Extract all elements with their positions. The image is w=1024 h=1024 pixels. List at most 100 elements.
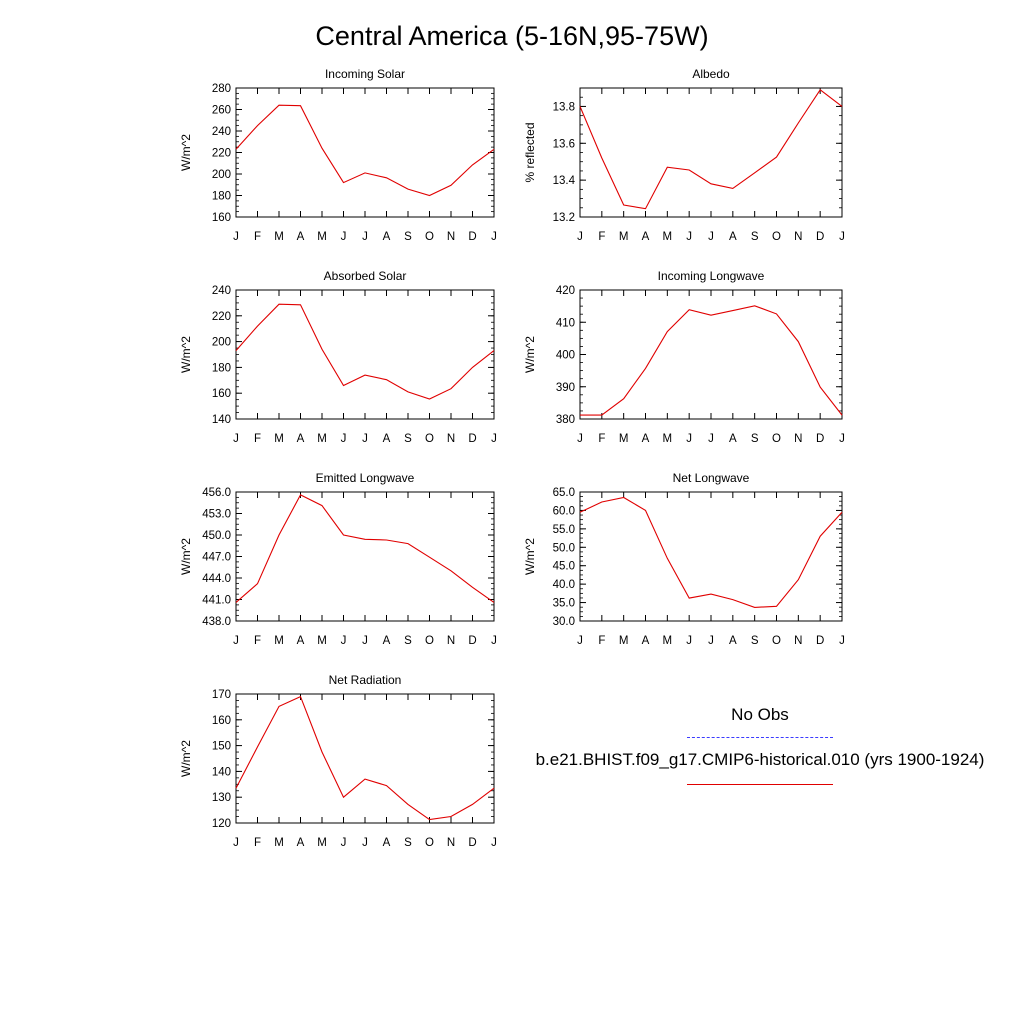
y-tick-label: 55.0 xyxy=(553,524,575,536)
panel-title: Net Longwave xyxy=(673,471,750,485)
x-tick-label: M xyxy=(663,433,673,445)
x-tick-label: S xyxy=(751,635,759,647)
panel-title: Incoming Longwave xyxy=(658,269,765,283)
x-tick-label: D xyxy=(468,837,476,849)
y-tick-label: 140 xyxy=(212,766,231,778)
x-tick-label: J xyxy=(362,433,368,445)
x-tick-label: M xyxy=(274,837,284,849)
x-tick-label: J xyxy=(491,231,497,243)
y-tick-label: 200 xyxy=(212,169,231,181)
x-tick-label: J xyxy=(686,635,692,647)
x-tick-label: N xyxy=(447,231,455,243)
x-tick-label: A xyxy=(297,635,305,647)
x-tick-label: O xyxy=(772,635,781,647)
x-tick-label: A xyxy=(642,231,650,243)
y-tick-label: 160 xyxy=(212,715,231,727)
y-tick-label: 240 xyxy=(212,126,231,138)
y-tick-label: 45.0 xyxy=(553,561,575,573)
x-tick-label: J xyxy=(341,635,347,647)
plot-frame xyxy=(579,491,843,622)
x-tick-label: A xyxy=(642,433,650,445)
legend-model-label: b.e21.BHIST.f09_g17.CMIP6-historical.010… xyxy=(535,750,985,769)
x-tick-label: O xyxy=(425,433,434,445)
x-tick-label: J xyxy=(708,433,714,445)
x-tick-label: M xyxy=(274,635,284,647)
x-tick-label: S xyxy=(751,231,759,243)
x-tick-label: O xyxy=(772,433,781,445)
plot-frame xyxy=(579,87,843,218)
x-tick-label: M xyxy=(317,231,327,243)
x-tick-label: J xyxy=(708,635,714,647)
x-tick-label: J xyxy=(341,433,347,445)
x-tick-label: J xyxy=(839,433,845,445)
x-tick-label: A xyxy=(383,837,391,849)
y-tick-label: 444.0 xyxy=(202,573,231,585)
x-tick-label: J xyxy=(233,837,239,849)
panel-title: Incoming Solar xyxy=(325,67,405,81)
x-tick-label: J xyxy=(686,433,692,445)
x-tick-label: J xyxy=(686,231,692,243)
x-tick-label: F xyxy=(254,635,261,647)
x-tick-label: J xyxy=(708,231,714,243)
y-tick-label: 410 xyxy=(556,317,575,329)
x-tick-label: J xyxy=(839,635,845,647)
page-title: Central America (5-16N,95-75W) xyxy=(315,21,709,51)
y-tick-label: 13.2 xyxy=(553,212,575,224)
y-tick-label: 35.0 xyxy=(553,598,575,610)
x-tick-label: M xyxy=(619,433,629,445)
y-tick-label: 180 xyxy=(212,191,231,203)
y-tick-label: 130 xyxy=(212,792,231,804)
x-tick-label: M xyxy=(317,433,327,445)
x-tick-label: J xyxy=(491,433,497,445)
x-tick-label: J xyxy=(233,231,239,243)
y-tick-label: 447.0 xyxy=(202,552,231,564)
x-tick-label: M xyxy=(663,635,673,647)
x-tick-label: N xyxy=(794,433,802,445)
x-tick-label: J xyxy=(233,433,239,445)
x-tick-label: O xyxy=(425,635,434,647)
y-tick-label: 280 xyxy=(212,83,231,95)
series-line xyxy=(235,695,495,821)
x-tick-label: D xyxy=(816,231,824,243)
x-tick-label: S xyxy=(404,837,412,849)
x-tick-label: N xyxy=(447,837,455,849)
x-tick-label: J xyxy=(577,433,583,445)
x-tick-label: A xyxy=(383,635,391,647)
plot-frame xyxy=(235,491,495,622)
y-axis-label: W/m^2 xyxy=(179,134,193,171)
x-tick-label: N xyxy=(794,231,802,243)
x-tick-label: A xyxy=(297,231,305,243)
y-tick-label: 50.0 xyxy=(553,542,575,554)
y-tick-label: 13.6 xyxy=(553,138,575,150)
x-tick-label: M xyxy=(663,231,673,243)
x-tick-label: A xyxy=(729,433,737,445)
legend-obs-label: No Obs xyxy=(731,705,789,724)
x-tick-label: O xyxy=(425,231,434,243)
y-axis-label: W/m^2 xyxy=(523,538,537,575)
x-tick-label: J xyxy=(362,837,368,849)
x-tick-label: A xyxy=(383,231,391,243)
y-tick-label: 456.0 xyxy=(202,487,231,499)
x-tick-label: J xyxy=(233,635,239,647)
x-tick-label: N xyxy=(447,433,455,445)
y-tick-label: 40.0 xyxy=(553,579,575,591)
y-tick-label: 380 xyxy=(556,414,575,426)
y-axis-label: W/m^2 xyxy=(179,538,193,575)
x-tick-label: M xyxy=(274,433,284,445)
y-tick-label: 220 xyxy=(212,148,231,160)
x-tick-label: D xyxy=(816,635,824,647)
series-line xyxy=(580,305,843,416)
x-tick-label: S xyxy=(404,231,412,243)
x-tick-label: J xyxy=(577,231,583,243)
x-tick-label: J xyxy=(341,837,347,849)
x-tick-label: A xyxy=(729,635,737,647)
plot-frame xyxy=(235,87,495,218)
y-tick-label: 120 xyxy=(212,818,231,830)
y-tick-label: 65.0 xyxy=(553,487,575,499)
x-tick-label: A xyxy=(729,231,737,243)
